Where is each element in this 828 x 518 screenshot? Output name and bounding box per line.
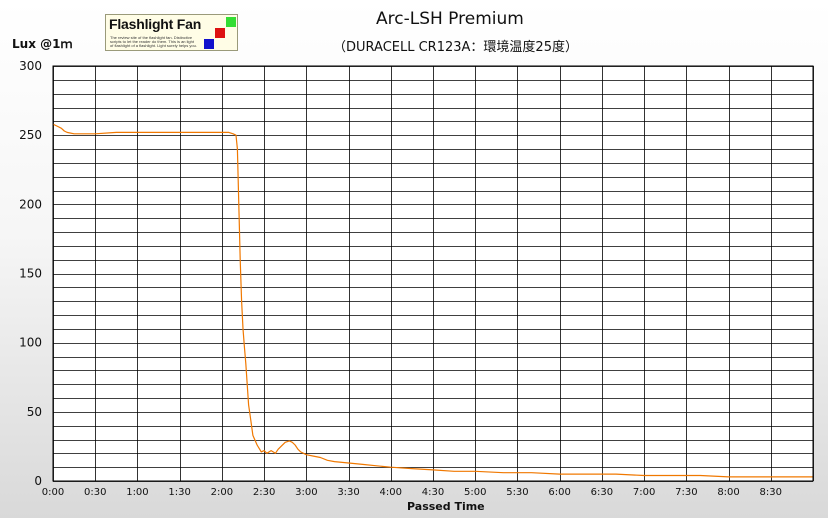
x-tick-label: 7:00 — [633, 487, 655, 498]
x-tick-label: 6:30 — [591, 487, 613, 498]
x-tick-label: 4:00 — [380, 487, 402, 498]
flashlight-fan-logo: Flashlight Fan The review site of the fl… — [105, 14, 238, 51]
blue-square-icon — [204, 39, 214, 49]
x-tick-label: 8:30 — [760, 487, 782, 498]
x-tick-label: 3:00 — [295, 487, 317, 498]
x-tick-label: 5:30 — [506, 487, 528, 498]
chart-subtitle: （DURACELL CR123A：環境温度25度） — [333, 40, 578, 55]
x-tick-labels: 0:00 0:30 1:00 1:30 2:00 2:30 3:00 3:30 4:00 4:30… — [42, 487, 782, 498]
y-tick-label: 100 — [19, 336, 42, 350]
chart-title: Arc-LSH Premium — [376, 9, 524, 29]
x-tick-label: 0:30 — [84, 487, 106, 498]
x-tick-label: 1:00 — [126, 487, 148, 498]
green-square-icon — [226, 17, 236, 27]
grid-lines — [53, 66, 814, 482]
y-tick-label: 0 — [34, 474, 42, 488]
y-tick-label: 300 — [19, 59, 42, 73]
y-tick-label: 200 — [19, 197, 42, 211]
x-tick-label: 0:00 — [42, 487, 64, 498]
x-tick-label: 7:30 — [675, 487, 697, 498]
x-tick-label: 3:30 — [337, 487, 359, 498]
logo-title: Flashlight Fan — [109, 16, 202, 32]
y-tick-label: 50 — [27, 405, 42, 419]
red-square-icon — [215, 28, 225, 38]
plot-frame — [52, 65, 814, 482]
series-line — [52, 123, 813, 478]
plot-area — [53, 66, 813, 481]
x-axis-label: Passed Time — [407, 500, 485, 513]
y-tick-labels: 0 50 100 150 200 250 300 — [19, 59, 42, 488]
y-tick-label: 250 — [19, 128, 42, 142]
x-tick-label: 6:00 — [548, 487, 570, 498]
x-tick-label: 2:30 — [253, 487, 275, 498]
x-tick-label: 1:30 — [168, 487, 190, 498]
x-tick-label: 5:00 — [464, 487, 486, 498]
y-tick-label: 150 — [19, 267, 42, 281]
y-axis-label: Lux @1ｍ — [12, 37, 73, 51]
x-tick-label: 2:00 — [211, 487, 233, 498]
series-layer — [52, 123, 813, 478]
x-tick-label: 8:00 — [717, 487, 739, 498]
logo-tagline: The review site of the flashlight fan. D… — [110, 36, 197, 48]
x-tick-label: 4:30 — [422, 487, 444, 498]
